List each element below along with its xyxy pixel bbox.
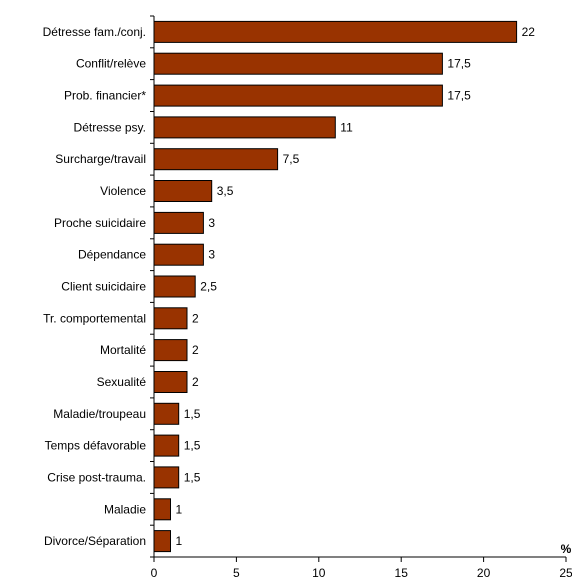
- value-label: 2,5: [200, 280, 217, 294]
- value-label: 2: [192, 375, 199, 389]
- value-label: 22: [522, 25, 536, 39]
- category-label: Surcharge/travail: [55, 152, 146, 166]
- value-label: 1,5: [184, 439, 201, 453]
- bar-detresse-psy: [153, 116, 336, 139]
- category-label: Client suicidaire: [61, 280, 146, 294]
- x-tick-label: 15: [395, 566, 409, 580]
- bar-maladie: [153, 498, 171, 521]
- x-tick-label: 5: [233, 566, 240, 580]
- category-label: Sexualité: [97, 375, 147, 389]
- category-label: Proche suicidaire: [54, 216, 146, 230]
- bar-surcharge-travail: [153, 148, 279, 171]
- x-tick-label: 10: [312, 566, 326, 580]
- value-label: 2: [192, 311, 199, 325]
- category-label: Maladie: [104, 502, 146, 516]
- bar-violence: [153, 180, 213, 202]
- value-label: 11: [340, 120, 353, 134]
- category-label: Détresse psy.: [74, 120, 146, 134]
- bar-dependance: [153, 243, 204, 266]
- bar-sexualite: [153, 371, 188, 393]
- category-label: Tr. comportemental: [43, 311, 146, 325]
- bar-mortalite: [153, 339, 188, 362]
- bar-client-suicidaire: [153, 275, 196, 298]
- category-label: Crise post-trauma.: [47, 470, 146, 484]
- x-ticks-layer: 0 5 10 15 20 25: [150, 15, 572, 580]
- bar-detresse-fam-conj: [153, 20, 518, 43]
- category-label: Conflit/relève: [76, 57, 146, 71]
- x-tick-label: 25: [559, 566, 572, 580]
- value-label: 7,5: [283, 152, 300, 166]
- category-label: Détresse fam./conj.: [43, 25, 146, 39]
- value-label: 1,5: [184, 470, 201, 484]
- value-label: 1: [176, 534, 183, 548]
- bar-maladie-troupeau: [153, 402, 180, 425]
- unit-label: %: [561, 542, 572, 556]
- bar-divorce-separation: [153, 530, 171, 553]
- category-label: Temps défavorable: [45, 439, 147, 453]
- value-label: 3: [208, 216, 215, 230]
- bar-crise-post-trauma: [153, 466, 180, 489]
- category-label: Divorce/Séparation: [44, 534, 146, 548]
- axis-layer: [153, 16, 566, 558]
- category-label: Violence: [100, 184, 146, 198]
- value-label: 3,5: [217, 184, 234, 198]
- value-label: 3: [208, 248, 215, 262]
- bar-temps-defavorable: [153, 434, 180, 457]
- value-label: 1: [176, 502, 183, 516]
- value-label: 17,5: [447, 89, 471, 103]
- category-label: Prob. financier*: [64, 89, 146, 103]
- value-label: 17,5: [447, 57, 471, 71]
- x-tick-label: 0: [151, 566, 158, 580]
- value-label: 1,5: [184, 407, 201, 421]
- x-tick-label: 20: [477, 566, 491, 580]
- value-label: 2: [192, 343, 199, 357]
- bar-conflit-releve: [153, 52, 443, 75]
- category-label: Mortalité: [100, 343, 146, 357]
- bar-proche-suicidaire: [153, 211, 204, 234]
- bar-tr-comportemental: [153, 307, 188, 330]
- category-label: Maladie/troupeau: [53, 407, 146, 421]
- bar-prob-financier: [153, 84, 443, 107]
- category-label: Dépendance: [78, 248, 146, 262]
